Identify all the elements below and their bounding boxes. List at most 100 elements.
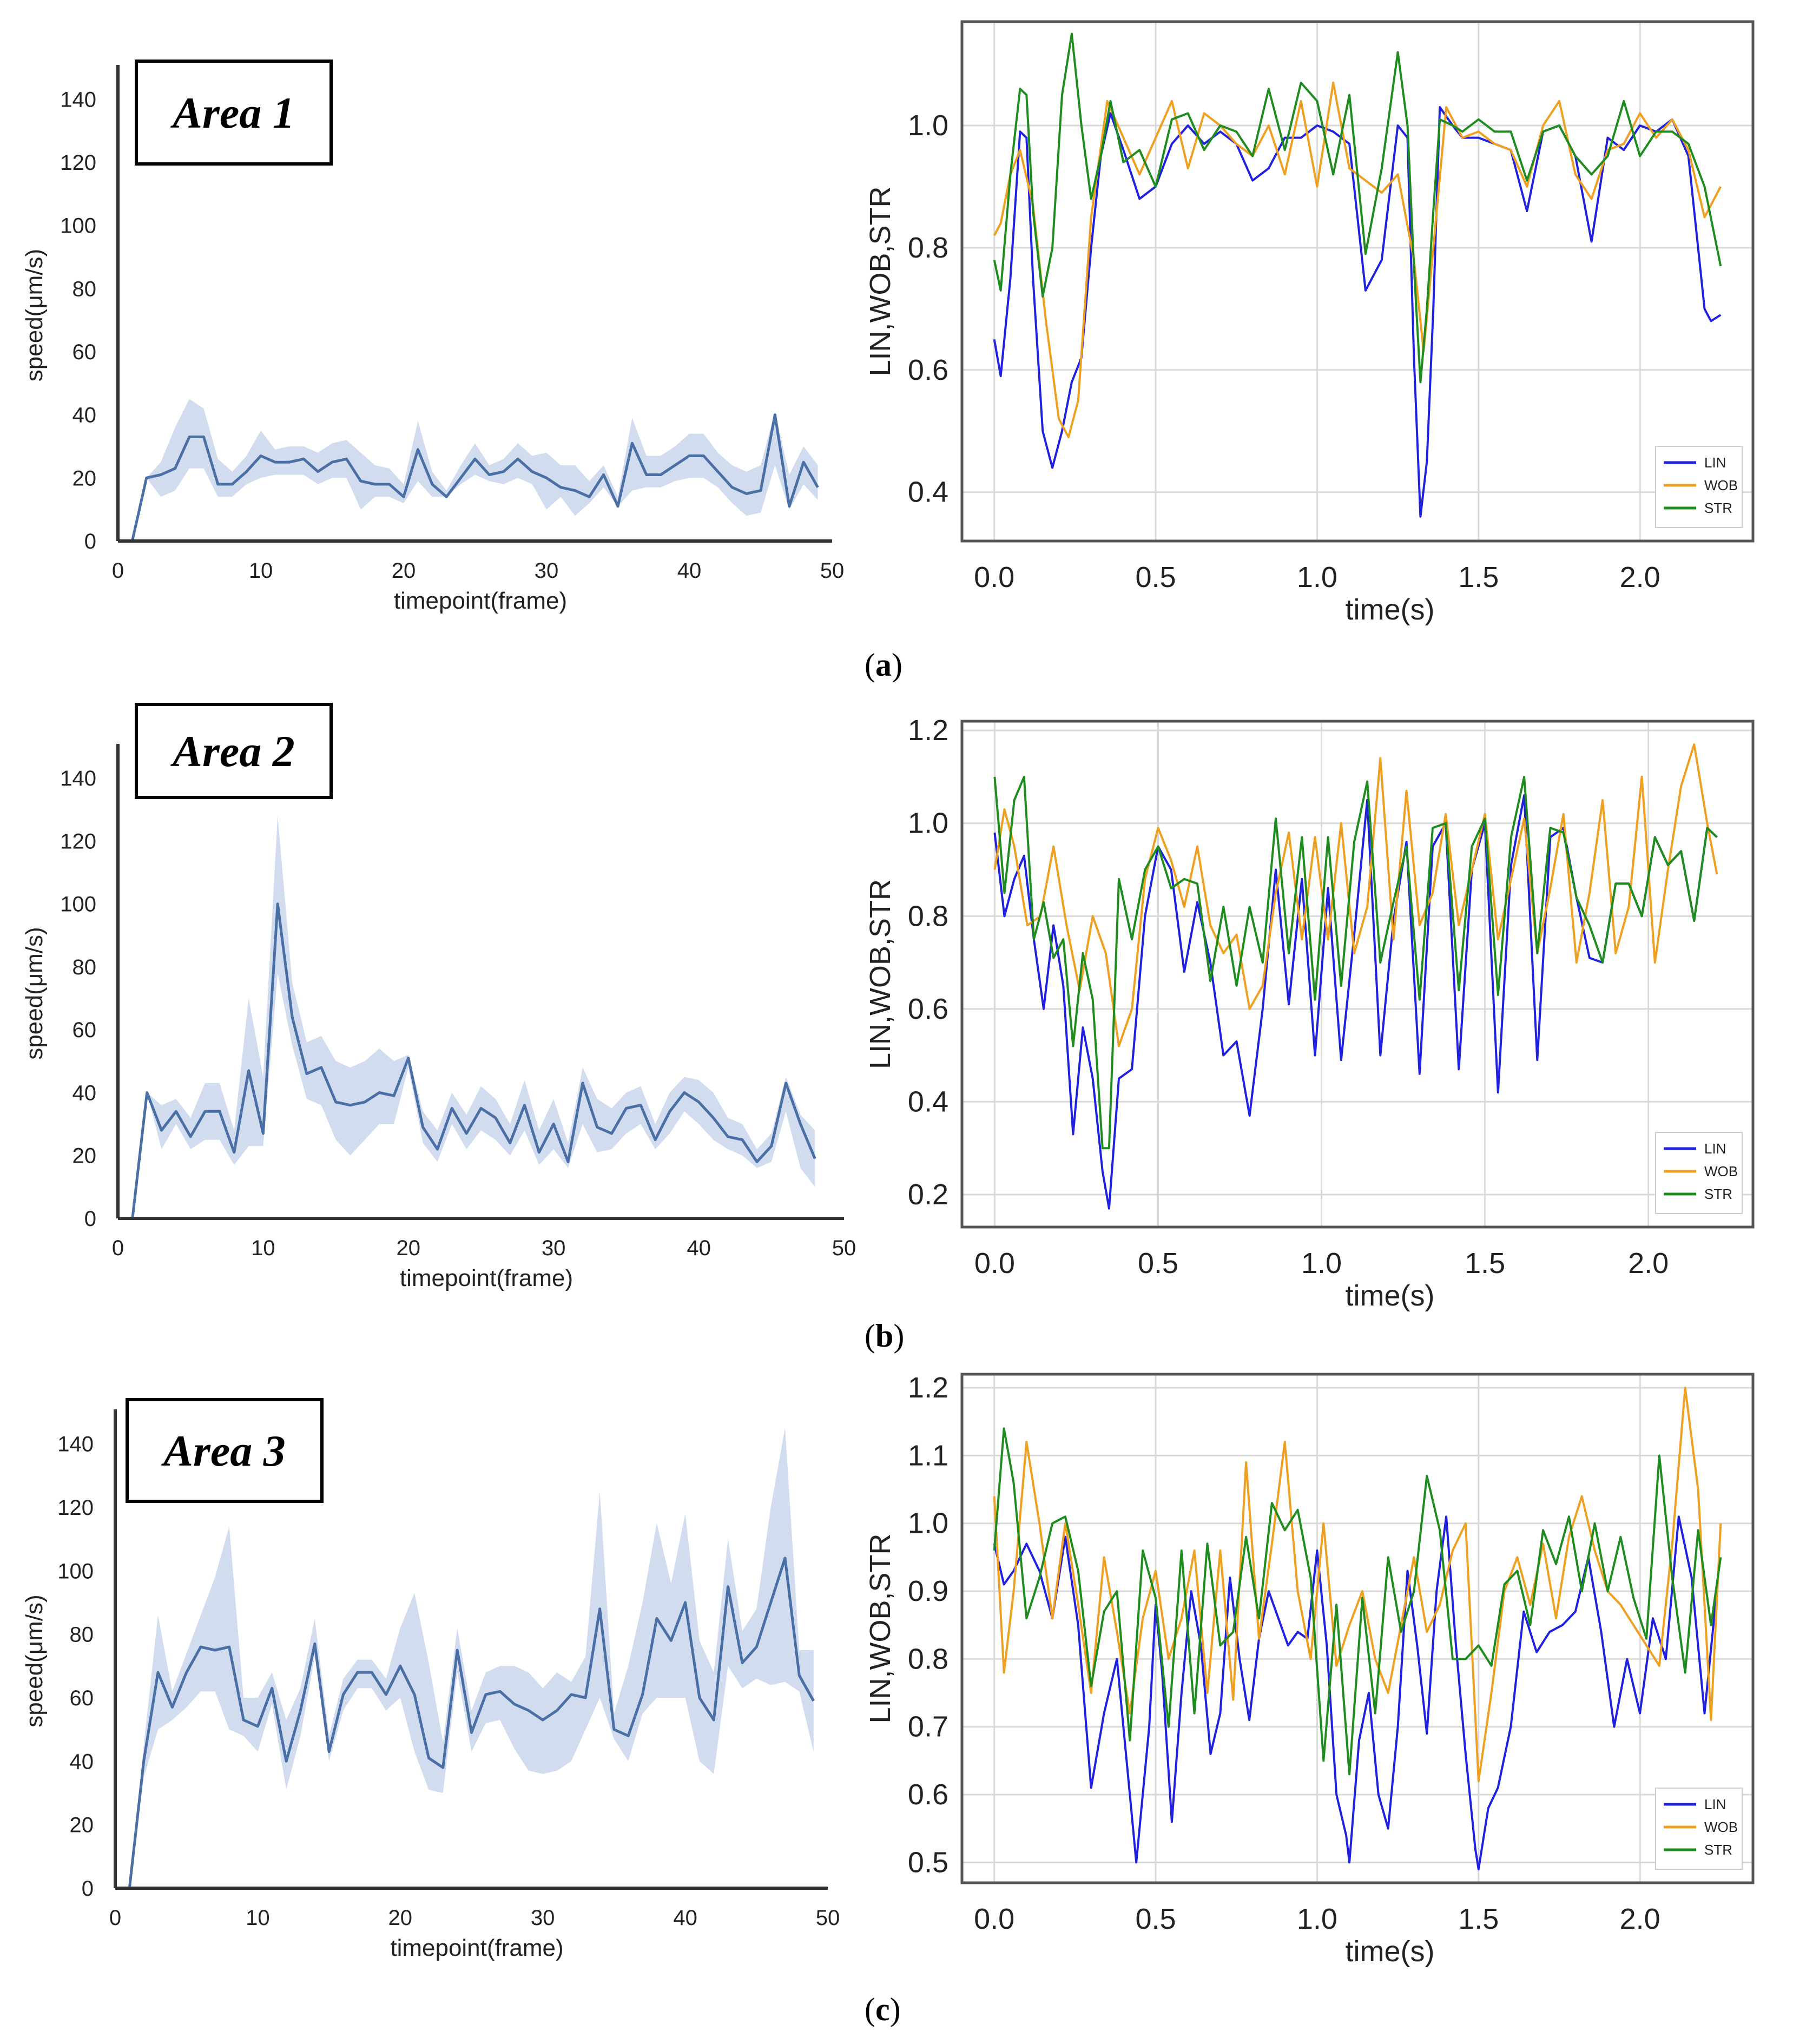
ratios-3-y-tick-1.2: 1.2 [908,1372,948,1404]
speed-3-x-tick-0: 0 [109,1906,121,1930]
caption-b-letter: b [875,1318,894,1354]
speed-1-y-tick-40: 40 [72,404,97,427]
ratios-2-y-tick-1.0: 1.0 [908,807,948,840]
speed-2-y-tick-60: 60 [72,1018,97,1042]
ratios-3-y-tick-0.5: 0.5 [908,1846,948,1878]
speed-1-y-label: speed(μm/s) [21,249,48,381]
ratios-2-legend-box [1655,1132,1743,1214]
speed-2-x-tick-50: 50 [832,1236,856,1260]
speed-3-y-label: speed(μm/s) [21,1594,48,1727]
speed-2-ci-band [132,815,815,1218]
speed-1-y-tick-60: 60 [72,340,97,364]
caption-b: (b) [865,1318,905,1354]
ratios-1-plot-frame [960,20,1755,543]
ratios-3-y-tick-1.0: 1.0 [908,1507,948,1540]
ratios-3-x-tick-0.5: 0.5 [1136,1903,1176,1935]
speed-3-x-tick-50: 50 [816,1906,840,1930]
ratios-1-x-tick-1.0: 1.0 [1297,561,1337,594]
ratios-3-x-label: time(s) [1346,1935,1435,1968]
speed-1-mean-line [130,413,819,542]
speed-3-y-tick-80: 80 [70,1623,94,1647]
ratios-2-x-tick-0.0: 0.0 [974,1247,1015,1280]
ratios-1-y-tick-0.6: 0.6 [908,354,948,386]
ratios-3-x-tick-1.0: 1.0 [1297,1903,1337,1935]
speed-3-y-tick-40: 40 [70,1750,94,1773]
ratios-1-y-tick-1.0: 1.0 [908,109,948,142]
ratios-3-y-tick-0.6: 0.6 [908,1778,948,1811]
ratios-1-y-tick-0.4: 0.4 [908,476,948,509]
speed-3-y-tick-120: 120 [57,1496,94,1520]
speed-1-annotation-text: Area 1 [170,88,295,137]
speed-1-x-tick-40: 40 [677,559,702,583]
ratios-3-x-tick-1.5: 1.5 [1458,1903,1499,1935]
speed-3-y-tick-20: 20 [70,1814,94,1837]
speed-3-x-tick-30: 30 [531,1906,555,1930]
speed-1-y-tick-0: 0 [84,530,96,553]
speed-2-x-tick-0: 0 [112,1236,124,1260]
ratios-3-line-wob [993,1387,1722,1782]
speed-2-y-label: speed(μm/s) [21,927,48,1059]
ratios-1-x-tick-2.0: 2.0 [1620,561,1660,594]
caption-a: (a) [865,647,902,683]
ratios-1-legend-label-wob: WOB [1704,477,1738,493]
ratios-2-y-tick-0.4: 0.4 [908,1085,948,1118]
speed-2-x-tick-40: 40 [687,1236,711,1260]
speed-2-annotation-box [135,703,333,799]
speed-1-x-tick-50: 50 [820,559,845,583]
ratios-3-line-str [993,1427,1722,1776]
ratios-2-x-tick-2.0: 2.0 [1628,1247,1669,1280]
ratios-3-legend-label-str: STR [1704,1842,1732,1858]
speed-1-y-tick-120: 120 [60,151,96,175]
speed-3-ci-band [129,1428,814,1888]
ratios-3-legend-label-lin: LIN [1704,1796,1726,1812]
ratios-2-legend-label-str: STR [1704,1186,1732,1202]
speed-1-x-label: timepoint(frame) [394,588,567,614]
speed-3-mean-line [128,1557,815,1889]
speed-1-y-tick-140: 140 [60,88,96,111]
ratios-2-y-tick-1.2: 1.2 [908,714,948,747]
speed-2-x-tick-30: 30 [542,1236,566,1260]
speed-3-x-label: timepoint(frame) [390,1935,563,1961]
ratios-1-x-tick-0.0: 0.0 [974,561,1014,594]
speed-1-x-tick-0: 0 [112,559,124,583]
speed-1-x-tick-10: 10 [249,559,273,583]
speed-3-x-tick-20: 20 [388,1906,413,1930]
speed-2-x-tick-20: 20 [397,1236,421,1260]
ratios-2-line-wob [993,743,1718,1047]
ratios-3-y-label: LIN,WOB,STR [864,1533,896,1723]
speed-3-x-tick-10: 10 [246,1906,270,1930]
speed-3-y-tick-0: 0 [82,1877,94,1901]
ratios-3-legend-box [1655,1788,1743,1870]
speed-1-ci-band [132,399,818,541]
speed-3-y-tick-100: 100 [57,1559,94,1583]
ratios-2-x-tick-1.5: 1.5 [1465,1247,1505,1280]
speed-1-y-tick-100: 100 [60,214,96,238]
ratios-1-legend-label-str: STR [1704,500,1732,516]
ratios-1-line-wob [993,81,1722,438]
ratios-2-line-lin [993,794,1718,1210]
speed-1-x-tick-30: 30 [535,559,559,583]
speed-2-x-label: timepoint(frame) [400,1265,573,1291]
ratios-2-x-tick-1.0: 1.0 [1301,1247,1342,1280]
ratios-2-legend-label-lin: LIN [1704,1140,1726,1157]
speed-1-y-tick-20: 20 [72,466,97,490]
ratios-2-line-str [993,775,1718,1150]
speed-2-mean-line [131,902,816,1219]
ratios-3-y-tick-1.1: 1.1 [908,1439,948,1472]
ratios-2-x-tick-0.5: 0.5 [1138,1247,1178,1280]
ratios-1-x-label: time(s) [1346,594,1435,626]
ratios-3-y-tick-0.8: 0.8 [908,1643,948,1675]
speed-3-y-tick-140: 140 [57,1433,94,1456]
caption-c-letter: c [875,1992,890,2027]
ratios-2-plot-frame [960,720,1755,1229]
ratios-1-y-label: LIN,WOB,STR [864,186,896,376]
speed-2-annotation-text: Area 2 [170,727,295,776]
speed-1-x-tick-20: 20 [392,559,416,583]
ratios-2-y-tick-0.6: 0.6 [908,993,948,1025]
ratios-3-line-lin [993,1515,1719,1870]
ratios-2-y-tick-0.2: 0.2 [908,1178,948,1211]
ratios-1-line-str [993,32,1722,384]
speed-2-x-tick-10: 10 [251,1236,275,1260]
speed-2-y-tick-40: 40 [72,1081,97,1105]
